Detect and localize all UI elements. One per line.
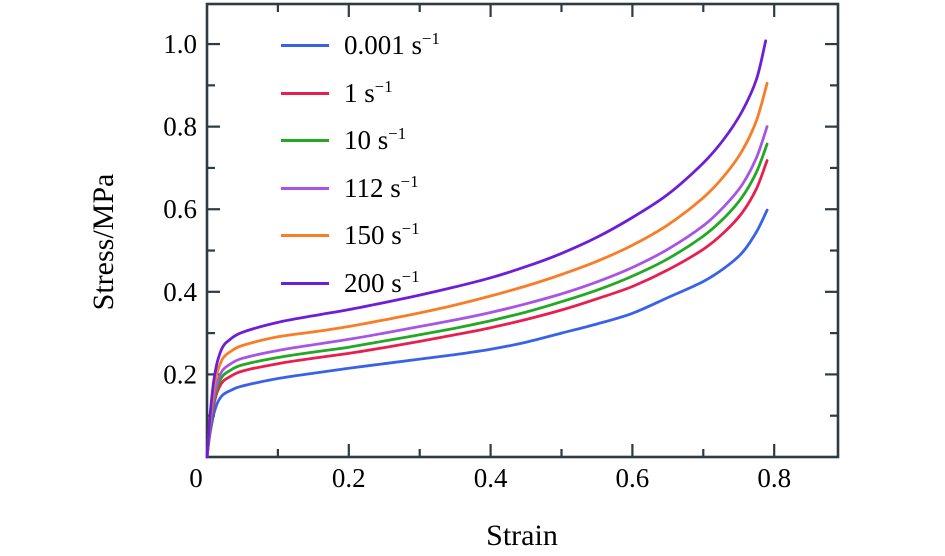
legend-item: 150 s−1 [281,212,440,260]
legend-line-swatch [281,234,329,238]
curve-112s⁻¹ [205,125,769,459]
legend-item: 0.001 s−1 [281,22,440,70]
legend-line-swatch [281,91,329,95]
curve-10s⁻¹ [205,142,769,459]
x-axis-label: Strain [486,519,558,552]
legend-label: 112 s−1 [344,171,419,203]
legend-line-swatch [281,44,329,48]
legend-line-swatch [281,186,329,190]
axes-box [205,2,840,459]
legend-label-exponent: −1 [374,76,393,96]
legend-label: 0.001 s−1 [344,29,440,61]
legend-item: 200 s−1 [281,260,440,308]
legend: 0.001 s−1 1 s−1 10 s−1 112 s−1 150 s−1 200 s−… [281,22,440,307]
legend-label-exponent: −1 [422,29,440,49]
curve-1s⁻¹ [205,159,769,459]
y-tick-label: 0.2 [163,359,197,389]
legend-label-exponent: −1 [400,171,419,191]
x-tick-label: 0.6 [616,463,650,493]
legend-line-swatch [281,281,329,285]
legend-item: 1 s−1 [281,70,440,118]
x-tick-label: 0.2 [332,463,366,493]
legend-label-exponent: −1 [388,124,407,144]
y-tick-label: 0.4 [163,277,197,307]
y-tick-label: 1.0 [163,29,197,59]
legend-line-swatch [281,139,329,143]
legend-label-exponent: −1 [401,266,420,286]
origin-tick-label: 0 [189,463,203,493]
y-tick-label: 0.6 [163,194,197,224]
x-tick-label: 0.4 [474,463,508,493]
legend-label: 200 s−1 [344,266,420,298]
legend-item: 112 s−1 [281,165,440,213]
legend-label-exponent: −1 [401,219,420,239]
curve-150s⁻¹ [205,81,769,459]
legend-label: 1 s−1 [344,76,393,108]
y-axis-label: Stress/MPa [87,173,120,311]
curve-200s⁻¹ [205,39,768,459]
curve-0.001s⁻¹ [205,208,769,459]
legend-label: 150 s−1 [344,219,420,251]
legend-item: 10 s−1 [281,117,440,165]
y-tick-label: 0.8 [163,112,197,142]
x-tick-label: 0.8 [757,463,791,493]
legend-label: 10 s−1 [344,124,407,156]
